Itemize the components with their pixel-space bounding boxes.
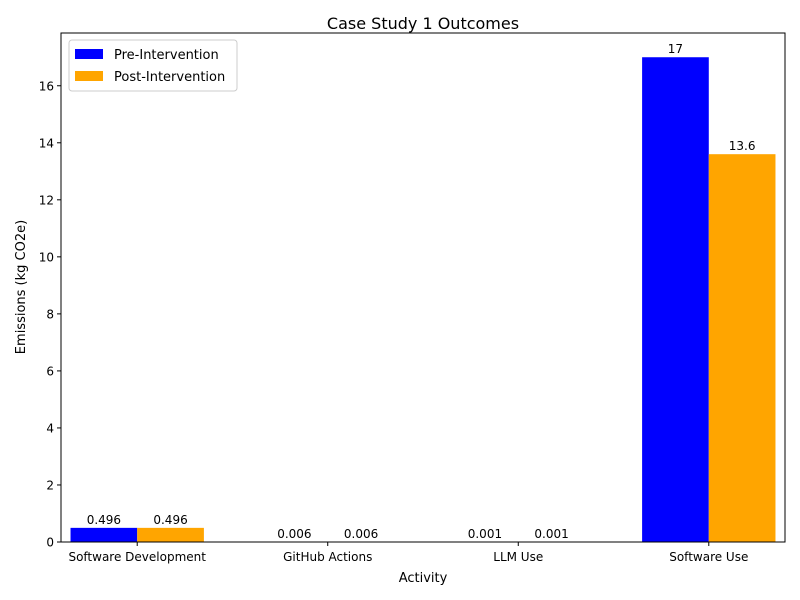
x-tick-label: LLM Use xyxy=(493,550,543,564)
legend-label-post-intervention: Post-Intervention xyxy=(114,70,225,85)
bar-pre-intervention xyxy=(70,527,138,542)
y-tick-label: 0 xyxy=(46,536,54,550)
legend-swatch-post-intervention xyxy=(75,71,103,81)
plot-frame xyxy=(60,32,786,543)
y-tick-label: 12 xyxy=(39,193,54,207)
x-tick-label: GitHub Actions xyxy=(283,550,372,564)
legend: Pre-Intervention Post-Intervention xyxy=(68,39,238,92)
y-tick-label: 2 xyxy=(46,478,54,492)
x-tick-label: Software Use xyxy=(669,550,748,564)
legend-swatch-pre-intervention xyxy=(75,49,103,59)
y-tick-label: 16 xyxy=(39,79,54,93)
data-label-pre-intervention: 17 xyxy=(668,42,683,56)
data-label-post-intervention: 0.001 xyxy=(534,527,568,541)
bar-post-intervention xyxy=(708,154,776,542)
data-label-pre-intervention: 0.001 xyxy=(468,527,502,541)
y-tick-label: 4 xyxy=(46,421,54,435)
data-label-pre-intervention: 0.496 xyxy=(87,513,121,527)
y-tick-label: 6 xyxy=(46,364,54,378)
legend-box xyxy=(68,39,238,92)
bar-post-intervention xyxy=(137,527,204,542)
x-tick-label: Software Development xyxy=(68,550,206,564)
y-axis-label: Emissions (kg CO2e) xyxy=(14,220,29,354)
data-label-post-intervention: 0.006 xyxy=(344,527,378,541)
data-label-pre-intervention: 0.006 xyxy=(277,527,311,541)
chart-title: Case Study 1 Outcomes xyxy=(327,14,519,33)
legend-label-pre-intervention: Pre-Intervention xyxy=(114,48,219,63)
y-tick-label: 14 xyxy=(39,136,54,150)
data-label-post-intervention: 13.6 xyxy=(729,139,756,153)
bar-pre-intervention xyxy=(642,57,709,542)
data-label-post-intervention: 0.496 xyxy=(153,513,187,527)
y-tick-label: 8 xyxy=(46,307,54,321)
x-axis-label: Activity xyxy=(399,571,448,586)
plot-area: 0 2 4 6 8 10 12 14 16 Software Development GitHub … xyxy=(39,42,776,564)
y-tick-label: 10 xyxy=(39,250,54,264)
